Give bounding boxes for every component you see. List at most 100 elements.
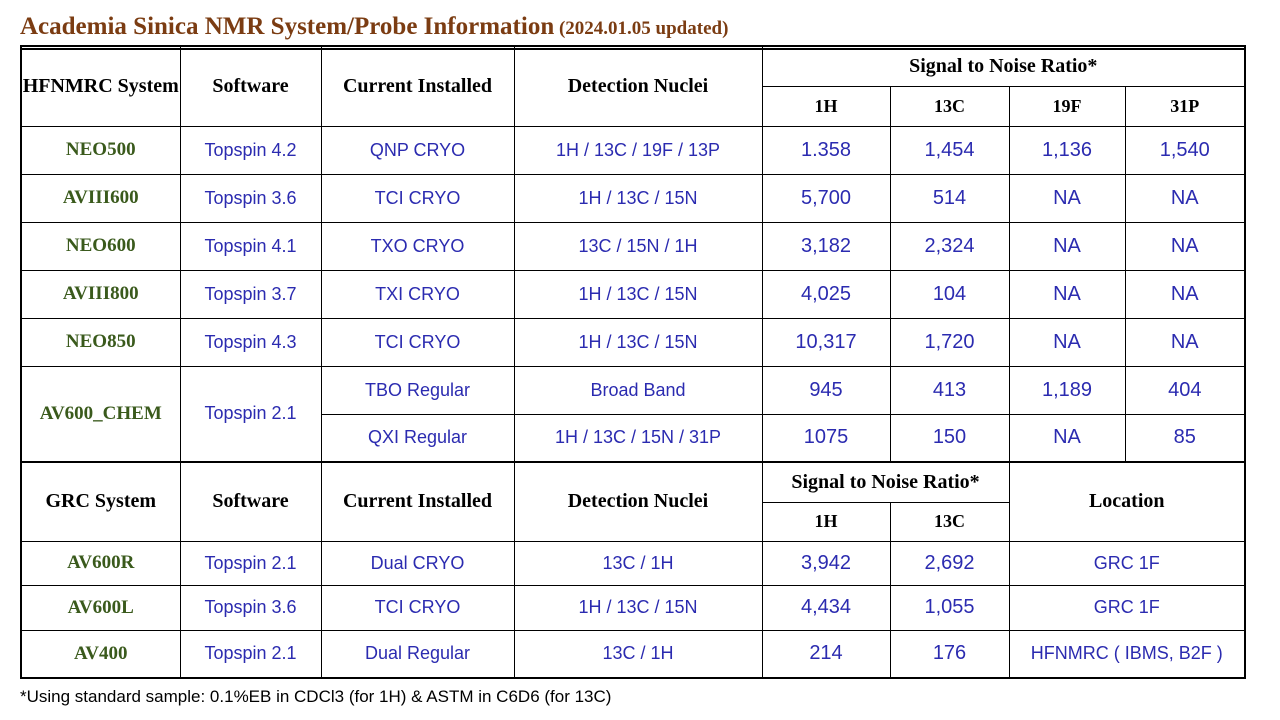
nuclei-cell: 13C / 1H <box>513 629 763 679</box>
software-cell: Topspin 2.1 <box>179 629 322 679</box>
probe-cell: TCI CRYO <box>320 584 515 631</box>
sn-31p: NA <box>1124 317 1246 367</box>
probe-cell: TXI CRYO <box>320 269 515 319</box>
sn-19f: NA <box>1008 221 1126 271</box>
header-13c: 13C <box>889 85 1010 127</box>
sn-13c: 150 <box>889 413 1010 463</box>
sn-1h: 1075 <box>761 413 891 463</box>
system-name: NEO850 <box>20 317 181 367</box>
sn-1h: 3,942 <box>761 540 891 586</box>
sn-19f: NA <box>1008 317 1126 367</box>
sn-31p: 85 <box>1124 413 1246 463</box>
table-row: AV600R Topspin 2.1 Dual CRYO 13C / 1H 3,… <box>20 540 1246 586</box>
sn-1h: 945 <box>761 365 891 415</box>
probe-cell: TBO Regular <box>320 365 515 415</box>
table-row: AV600L Topspin 3.6 TCI CRYO 1H / 13C / 1… <box>20 584 1246 631</box>
header-detection-nuclei: Detection Nuclei <box>513 45 763 127</box>
software-cell: Topspin 2.1 <box>179 365 322 463</box>
grc-table: GRC System Software Current Installed De… <box>20 461 1246 679</box>
subheader-row: 1H 13C 19F 31P <box>21 85 1246 127</box>
header-1h: 1H <box>761 85 891 127</box>
system-name: AV600R <box>20 540 181 586</box>
sn-1h: 10,317 <box>761 317 891 367</box>
sn-13c: 2,692 <box>889 540 1010 586</box>
header-1h: 1H <box>761 501 891 542</box>
sn-1h: 4,025 <box>761 269 891 319</box>
sn-31p: 1,540 <box>1124 125 1246 175</box>
header-software: Software <box>179 45 322 127</box>
sn-1h: 1.358 <box>761 125 891 175</box>
sn-19f: 1,136 <box>1008 125 1126 175</box>
location-cell: GRC 1F <box>1008 584 1246 631</box>
system-name: AVIII600 <box>20 173 181 223</box>
nuclei-cell: 1H / 13C / 15N / 31P <box>513 413 763 463</box>
sn-1h: 3,182 <box>761 221 891 271</box>
nuclei-cell: 1H / 13C / 15N <box>513 584 763 631</box>
header-19f: 19F <box>1008 85 1126 127</box>
header-detection-nuclei: Detection Nuclei <box>513 461 763 542</box>
software-cell: Topspin 3.6 <box>179 584 322 631</box>
software-cell: Topspin 2.1 <box>179 540 322 586</box>
sn-19f: 1,189 <box>1008 365 1126 415</box>
nuclei-cell: 1H / 13C / 15N <box>513 173 763 223</box>
software-cell: Topspin 4.2 <box>179 125 322 175</box>
nuclei-cell: 13C / 1H <box>513 540 763 586</box>
table-row: NEO500 Topspin 4.2 QNP CRYO 1H / 13C / 1… <box>20 125 1246 175</box>
sn-13c: 1,055 <box>889 584 1010 631</box>
title-updated: (2024.01.05 updated) <box>554 18 729 39</box>
header-sn-ratio: Signal to Noise Ratio* <box>761 461 1010 503</box>
title-main: Academia Sinica NMR System/Probe Informa… <box>20 13 555 40</box>
table-row: AVIII600 Topspin 3.6 TCI CRYO 1H / 13C /… <box>20 173 1246 223</box>
probe-cell: QXI Regular <box>320 413 515 463</box>
nuclei-cell: Broad Band <box>513 365 763 415</box>
nuclei-cell: 13C / 15N / 1H <box>513 221 763 271</box>
header-system: HFNMRC System <box>20 45 181 127</box>
table-row: AVIII800 Topspin 3.7 TXI CRYO 1H / 13C /… <box>20 269 1246 319</box>
sn-13c: 514 <box>889 173 1010 223</box>
header-system: GRC System <box>20 461 181 542</box>
header-31p: 31P <box>1124 85 1246 127</box>
system-name: AVIII800 <box>20 269 181 319</box>
header-current-installed: Current Installed <box>320 461 515 542</box>
table-row: AV400 Topspin 2.1 Dual Regular 13C / 1H … <box>20 629 1246 679</box>
probe-cell: TXO CRYO <box>320 221 515 271</box>
system-name: AV600_CHEM <box>20 365 181 463</box>
subheader-row: 1H 13C <box>21 501 1245 542</box>
sn-1h: 5,700 <box>761 173 891 223</box>
sn-13c: 413 <box>889 365 1010 415</box>
nuclei-cell: 1H / 13C / 15N <box>513 317 763 367</box>
footnote: *Using standard sample: 0.1%EB in CDCl3 … <box>20 687 612 706</box>
probe-cell: TCI CRYO <box>320 173 515 223</box>
system-name: AV600L <box>20 584 181 631</box>
hfnmrc-table: HFNMRC System Software Current Installed… <box>20 45 1247 463</box>
table-row: NEO850 Topspin 4.3 TCI CRYO 1H / 13C / 1… <box>20 317 1246 367</box>
sn-13c: 1,454 <box>889 125 1010 175</box>
sn-19f: NA <box>1008 269 1126 319</box>
sn-31p: 404 <box>1124 365 1246 415</box>
sn-1h: 4,434 <box>761 584 891 631</box>
table-row: AV600_CHEM Topspin 2.1 TBO Regular Broad… <box>20 365 1246 463</box>
probe-cell: Dual CRYO <box>320 540 515 586</box>
system-name: NEO600 <box>20 221 181 271</box>
location-cell: GRC 1F <box>1008 540 1246 586</box>
probe-cell: QNP CRYO <box>320 125 515 175</box>
nuclei-cell: 1H / 13C / 15N <box>513 269 763 319</box>
sn-13c: 176 <box>889 629 1010 679</box>
sn-31p: NA <box>1124 173 1246 223</box>
header-software: Software <box>179 461 322 542</box>
sn-13c: 2,324 <box>889 221 1010 271</box>
probe-cell: TCI CRYO <box>320 317 515 367</box>
header-13c: 13C <box>889 501 1010 542</box>
system-name: AV400 <box>20 629 181 679</box>
table-row: NEO600 Topspin 4.1 TXO CRYO 13C / 15N / … <box>20 221 1246 271</box>
system-name: NEO500 <box>20 125 181 175</box>
sn-31p: NA <box>1124 269 1246 319</box>
sn-31p: NA <box>1124 221 1246 271</box>
software-cell: Topspin 3.6 <box>179 173 322 223</box>
sn-19f: NA <box>1008 173 1126 223</box>
software-cell: Topspin 4.1 <box>179 221 322 271</box>
location-cell: HFNMRC ( IBMS, B2F ) <box>1008 629 1246 679</box>
sn-19f: NA <box>1008 413 1126 463</box>
sn-13c: 1,720 <box>889 317 1010 367</box>
software-cell: Topspin 4.3 <box>179 317 322 367</box>
